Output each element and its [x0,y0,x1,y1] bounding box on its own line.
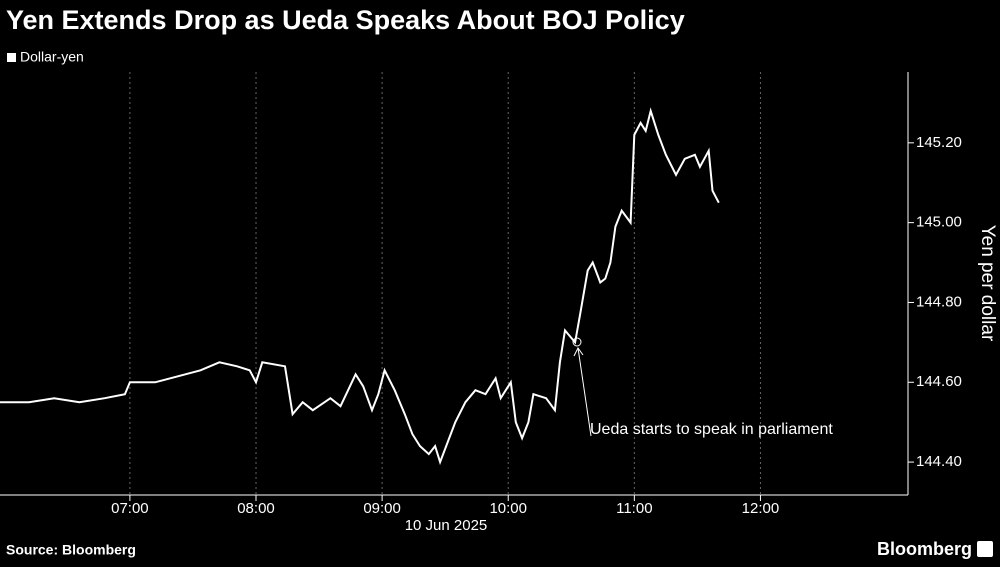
annotation-arrow [577,347,592,437]
y-tick-label: 144.60 [916,373,962,390]
y-tick-label: 144.40 [916,453,962,470]
source: Source: Bloomberg [6,542,136,558]
x-tick-label: 12:00 [742,500,780,517]
annotation-marker [572,337,582,347]
x-tick-label: 08:00 [237,500,275,517]
legend-swatch [7,53,16,62]
y-axis-label: Yen per dollar [977,225,998,342]
annotation: Ueda starts to speak in parliament [590,421,833,438]
x-tick-label: 09:00 [363,500,401,517]
x-axis-label: 10 Jun 2025 [405,517,488,534]
chart-title: Yen Extends Drop as Ueda Speaks About BO… [6,5,685,35]
annotation-arrowhead [573,347,584,357]
brand-icon [977,541,993,557]
x-tick-label: 11:00 [616,500,652,517]
legend-label: Dollar-yen [20,49,84,65]
y-tick-label: 145.20 [916,134,962,151]
y-tick-label: 144.80 [916,293,962,310]
x-tick-label: 07:00 [111,500,149,517]
brand: Bloomberg [877,539,972,559]
line-series [0,107,720,466]
x-tick-label: 10:00 [489,500,527,517]
y-tick-label: 145.00 [916,214,962,231]
plot [0,72,761,495]
